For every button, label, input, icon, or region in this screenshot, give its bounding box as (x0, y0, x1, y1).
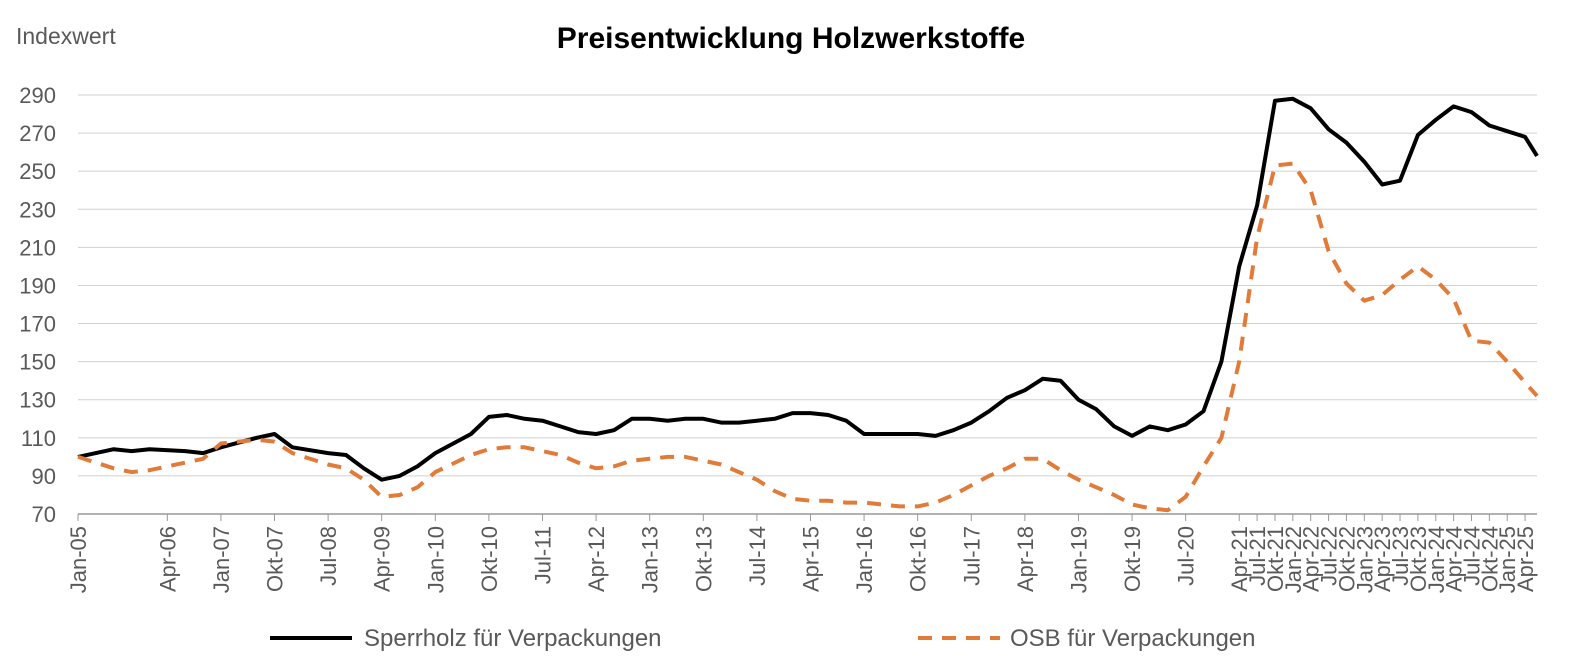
x-tick-label: Apr-21 (1227, 526, 1252, 592)
legend-label-sperrholz: Sperrholz für Verpackungen (364, 625, 662, 652)
y-tick-label: 170 (19, 312, 56, 337)
x-tick-label: Jan-13 (638, 526, 663, 593)
series-lines (77, 96, 1539, 513)
x-tick-label: Okt-22 (1334, 526, 1359, 592)
x-tick-label: Jan-16 (852, 526, 877, 593)
x-tick-label: Okt-07 (263, 526, 288, 592)
x-tick-label: Apr-12 (584, 526, 609, 592)
series-line-sperrholz (77, 96, 1539, 482)
x-tick-label: Okt-10 (477, 526, 502, 592)
x-tick-label: Jul-22 (1317, 526, 1342, 586)
legend: Sperrholz für Verpackungen OSB für Verpa… (270, 625, 1255, 652)
x-tick-label: Apr-06 (155, 526, 180, 592)
y-tick-label: 130 (19, 388, 56, 413)
x-tick-labels: Jan-05 Apr-06 Jan-07 Okt-07 Jul-08 Apr-09 Jan-… (66, 514, 1538, 593)
y-tick-label: 290 (19, 83, 56, 108)
x-tick-label: Jul-20 (1174, 526, 1199, 586)
x-tick-label: Apr-15 (798, 526, 823, 592)
chart-title: Preisentwicklung Holzwerkstoffe (557, 22, 1025, 55)
series-line-osb (77, 161, 1539, 513)
y-tick-label: 90 (32, 464, 56, 489)
y-tick-label: 150 (19, 350, 56, 375)
y-tick-label: 210 (19, 235, 56, 260)
x-tick-label: Jan-24 (1424, 526, 1449, 593)
x-tick-label: Okt-21 (1263, 526, 1288, 592)
y-tick-label: 110 (21, 426, 56, 451)
x-tick-label: Okt-23 (1406, 526, 1431, 592)
y-tick-labels: 70 90 110 130 150 170 190 210 230 250 270 290 (19, 83, 56, 527)
x-tick-label: Jan-07 (209, 526, 234, 593)
x-tick-label: Jan-23 (1352, 526, 1377, 593)
x-tick-label: Jul-21 (1245, 526, 1270, 586)
x-tick-label: Jan-05 (66, 526, 91, 593)
x-tick-label: Apr-23 (1370, 526, 1395, 592)
x-tick-label: Jul-24 (1459, 526, 1484, 586)
gridlines (78, 94, 1537, 515)
x-tick-label: Okt-19 (1120, 526, 1145, 592)
y-tick-label: 230 (19, 197, 56, 222)
x-tick-label: Okt-13 (691, 526, 716, 592)
x-tick-label: Jul-23 (1388, 526, 1413, 586)
x-tick-label: Jan-10 (423, 526, 448, 593)
y-tick-label: 70 (32, 502, 56, 527)
x-tick-label: Jul-08 (316, 526, 341, 586)
x-tick-label: Jul-17 (959, 526, 984, 586)
y-tick-label: 250 (19, 159, 56, 184)
x-tick-label: Okt-24 (1477, 526, 1502, 592)
legend-label-osb: OSB für Verpackungen (1010, 625, 1255, 652)
x-tick-label: Jul-14 (745, 526, 770, 586)
x-tick-label: Apr-22 (1299, 526, 1324, 592)
x-tick-label: Jul-11 (530, 526, 555, 584)
x-tick-label: Jan-19 (1066, 526, 1091, 593)
y-tick-label: 190 (19, 273, 56, 298)
x-tick-label: Apr-25 (1513, 526, 1538, 592)
x-tick-label: Jan-22 (1281, 526, 1306, 593)
x-tick-label: Apr-18 (1013, 526, 1038, 592)
y-axis-label: Indexwert (16, 23, 116, 49)
x-tick-label: Apr-24 (1442, 526, 1467, 592)
x-tick-label: Okt-16 (906, 526, 931, 592)
x-tick-label: Apr-09 (370, 526, 395, 592)
y-tick-label: 270 (19, 121, 56, 146)
x-tick-label: Jan-25 (1495, 526, 1520, 593)
